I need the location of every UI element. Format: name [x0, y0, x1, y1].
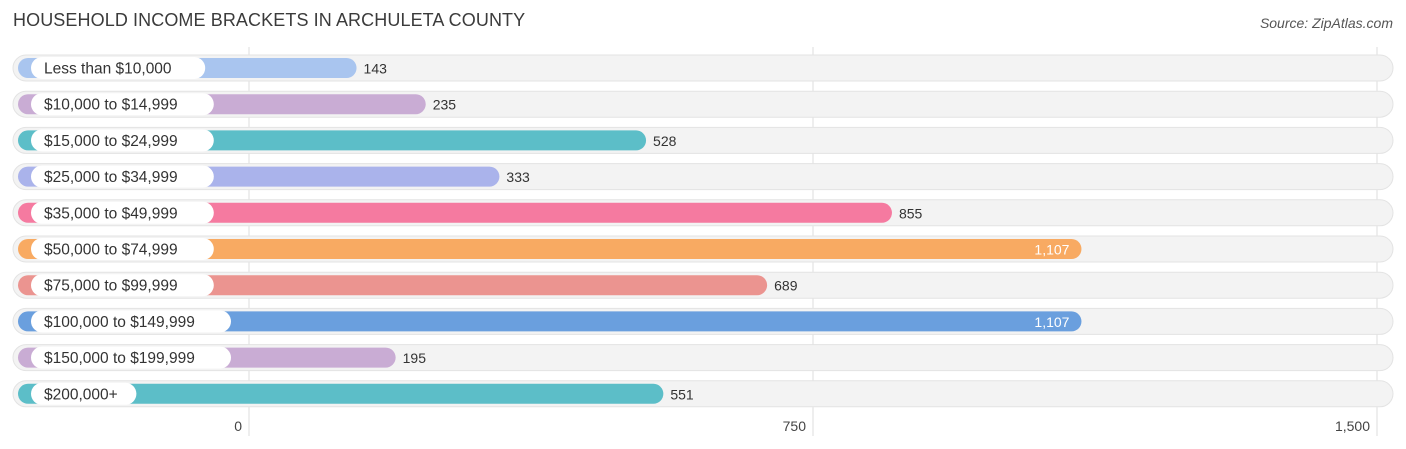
bar-row: $75,000 to $99,999 689 [12, 271, 1394, 299]
category-label: $25,000 to $34,999 [44, 169, 178, 186]
category-label-pill [31, 274, 214, 297]
category-label-pill [31, 57, 206, 79]
value-label: 143 [364, 61, 388, 77]
value-label: 195 [403, 350, 427, 366]
category-label: Less than $10,000 [44, 61, 172, 78]
bar-row: $25,000 to $34,999 333 [12, 163, 1394, 191]
x-tick-label: 750 [783, 418, 807, 434]
bar [18, 202, 892, 223]
value-label: 528 [653, 133, 677, 149]
category-label: $150,000 to $199,999 [44, 350, 195, 367]
source-label: Source: ZipAtlas.com [1259, 15, 1393, 31]
value-label: 855 [899, 205, 923, 221]
category-label: $100,000 to $149,999 [44, 314, 195, 331]
category-label-pill [31, 201, 214, 224]
value-label: 333 [506, 169, 530, 185]
bar-row: Less than $10,000 143 [12, 54, 1394, 82]
x-tick-label: 1,500 [1335, 418, 1370, 434]
bar-row: $50,000 to $74,999 1,107 [12, 235, 1394, 263]
bar-row: $15,000 to $24,999 528 [12, 126, 1394, 154]
category-label: $35,000 to $49,999 [44, 205, 178, 222]
value-label: 689 [774, 278, 798, 294]
category-label-pill [31, 129, 214, 152]
bar-track [12, 54, 1394, 82]
value-label: 1,107 [1034, 314, 1069, 330]
category-label: $15,000 to $24,999 [44, 133, 178, 150]
category-label: $10,000 to $14,999 [44, 97, 178, 114]
bar-row: $10,000 to $14,999 235 [12, 90, 1394, 118]
category-label-pill [31, 93, 214, 116]
value-label: 1,107 [1034, 242, 1069, 258]
bar-row: $200,000+ 551 [12, 380, 1394, 408]
bar-row: $100,000 to $149,999 1,107 [12, 307, 1394, 335]
value-label: 551 [670, 386, 694, 402]
category-label-pill [31, 238, 214, 260]
bar-row: $150,000 to $199,999 195 [12, 344, 1394, 372]
bar [18, 239, 1082, 259]
value-label: 235 [433, 97, 457, 113]
category-label-pill [31, 346, 231, 369]
bar-row: $35,000 to $49,999 855 [12, 199, 1394, 227]
bar [18, 383, 664, 404]
x-axis: 0 750 1,500 [234, 418, 1370, 434]
category-label-pill [31, 382, 137, 405]
category-label-pill [31, 165, 214, 188]
bar [18, 311, 1082, 332]
chart-title: HOUSEHOLD INCOME BRACKETS IN ARCHULETA C… [13, 10, 526, 30]
category-label: $75,000 to $99,999 [44, 278, 178, 295]
category-label: $200,000+ [44, 386, 118, 403]
category-label-pill [31, 310, 231, 333]
category-label: $50,000 to $74,999 [44, 242, 178, 259]
x-tick-label: 0 [234, 418, 242, 434]
